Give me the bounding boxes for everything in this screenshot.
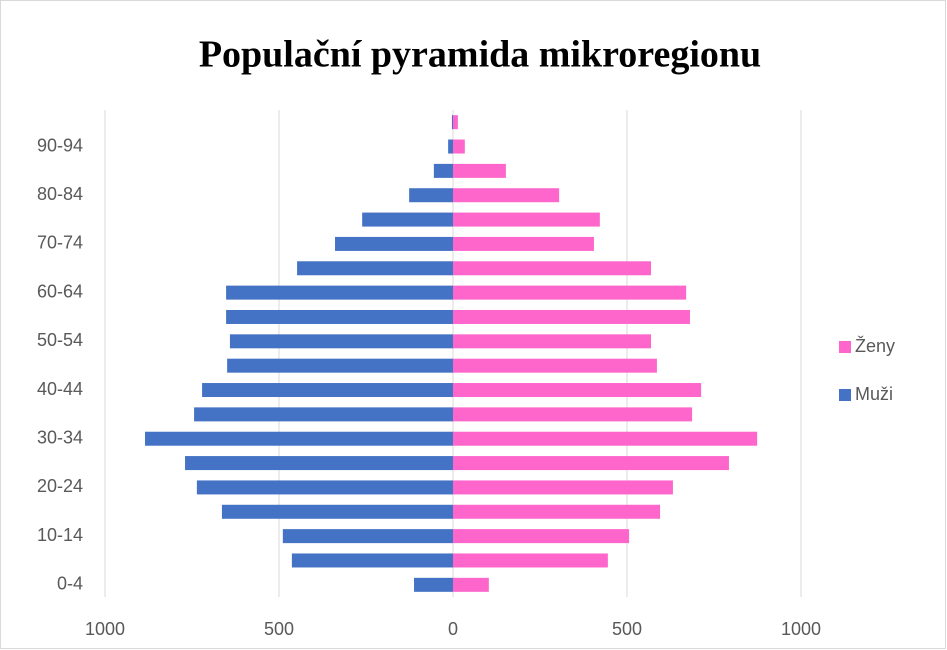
bar: [453, 163, 506, 178]
bar: [226, 285, 453, 300]
bar: [448, 139, 453, 154]
bar: [414, 577, 453, 592]
bar: [453, 480, 673, 495]
y-tick-label: 50-54: [37, 330, 83, 350]
bar: [453, 456, 729, 471]
bar: [453, 383, 702, 398]
bar: [282, 529, 453, 544]
legend-label: Ženy: [855, 336, 895, 356]
bar: [453, 358, 657, 373]
bar: [226, 309, 453, 324]
bar: [409, 188, 453, 203]
bar: [453, 115, 458, 130]
bar: [202, 383, 453, 398]
legend-swatch: [839, 389, 851, 401]
bar: [227, 358, 453, 373]
bar: [194, 407, 453, 422]
bar: [453, 188, 560, 203]
bar: [433, 163, 453, 178]
x-tick-label: 500: [612, 619, 642, 639]
bar: [221, 504, 453, 519]
y-tick-label: 30-34: [37, 427, 83, 447]
bar: [453, 309, 690, 324]
bar: [196, 480, 453, 495]
x-tick-label: 500: [264, 619, 294, 639]
bar: [453, 504, 661, 519]
bar: [291, 553, 453, 568]
x-tick-label: 1000: [85, 619, 125, 639]
bar: [453, 431, 758, 446]
bar: [453, 285, 687, 300]
bar: [185, 456, 454, 471]
bar: [145, 431, 453, 446]
y-tick-label: 40-44: [37, 379, 83, 399]
y-tick-label: 20-24: [37, 476, 83, 496]
y-tick-label: 90-94: [37, 135, 83, 155]
bar: [453, 212, 600, 227]
bar: [297, 261, 453, 276]
bar: [453, 334, 652, 349]
y-tick-label: 0-4: [57, 574, 83, 594]
y-tick-label: 60-64: [37, 281, 83, 301]
bar: [453, 577, 489, 592]
bar: [451, 115, 453, 130]
bar: [362, 212, 453, 227]
y-tick-label: 70-74: [37, 233, 83, 253]
bar: [453, 553, 608, 568]
bar: [453, 139, 465, 154]
bar: [453, 407, 693, 422]
bar: [453, 236, 594, 251]
bar: [453, 261, 652, 276]
bar: [453, 529, 630, 544]
bar: [229, 334, 453, 349]
x-tick-label: 0: [448, 619, 458, 639]
y-tick-label: 80-84: [37, 184, 83, 204]
bar: [335, 236, 453, 251]
legend-label: Muži: [855, 384, 893, 404]
x-tick-label: 1000: [781, 619, 821, 639]
chart-title: Populační pyramida mikroregionu: [199, 34, 761, 76]
y-tick-label: 10-14: [37, 525, 83, 545]
legend-swatch: [839, 341, 851, 353]
